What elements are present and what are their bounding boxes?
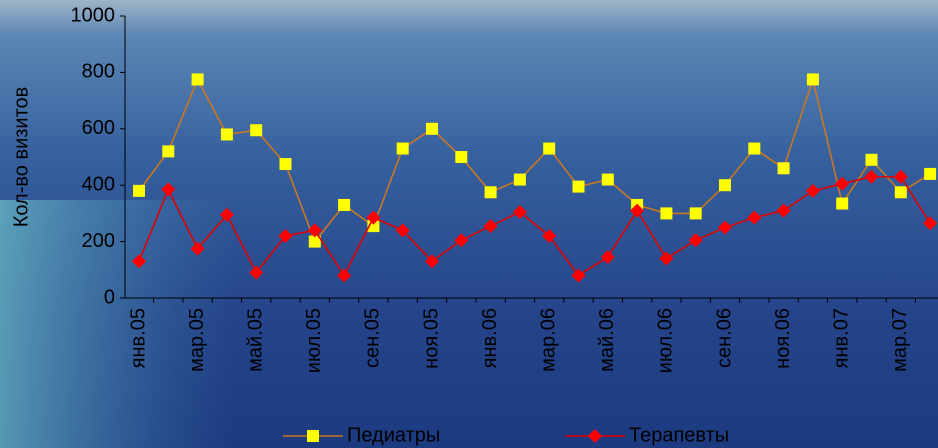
marker-square [162, 145, 175, 158]
marker-square [250, 124, 263, 137]
marker-diamond [483, 219, 498, 234]
marker-diamond [835, 176, 850, 191]
y-tick-label: 600 [82, 117, 115, 139]
marker-square [426, 122, 438, 135]
x-tick-label: ноя.05 [420, 308, 442, 369]
marker-diamond [864, 169, 879, 184]
marker-square [308, 235, 321, 248]
x-tick-label: май.06 [596, 308, 618, 372]
marker-diamond [249, 265, 264, 280]
marker-square [543, 142, 556, 155]
x-tick-label: янв.05 [127, 308, 149, 368]
y-tick-label: 800 [82, 61, 115, 83]
x-tick-label: сен.06 [713, 308, 735, 368]
marker-diamond [132, 254, 146, 269]
marker-square [396, 142, 409, 155]
x-tick-label: июл.05 [303, 308, 325, 373]
marker-diamond [278, 228, 293, 243]
marker-diamond [161, 182, 176, 197]
x-tick-label: мар.05 [186, 308, 208, 372]
marker-square [191, 73, 204, 86]
marker-square [924, 167, 937, 180]
marker-diamond [805, 183, 820, 198]
marker-square [689, 207, 702, 220]
x-tick-label: янв.06 [479, 308, 501, 368]
marker-square [777, 162, 790, 175]
marker-square [894, 186, 907, 199]
marker-square [865, 153, 878, 166]
marker-diamond [747, 210, 762, 225]
marker-square [836, 197, 849, 210]
x-tick-label: ноя.06 [772, 308, 794, 369]
marker-diamond [630, 203, 645, 218]
y-tick-label: 400 [82, 173, 115, 195]
legend-marker [588, 429, 602, 443]
marker-square [220, 128, 233, 141]
marker-diamond [688, 233, 703, 248]
y-tick-label: 0 [104, 286, 115, 308]
marker-diamond [923, 216, 938, 231]
marker-square [484, 186, 497, 199]
x-tick-label: мар.06 [537, 308, 559, 372]
marker-square [660, 207, 673, 220]
marker-square [719, 179, 731, 192]
y-tick-label: 200 [82, 230, 115, 252]
series-line [138, 175, 931, 278]
marker-diamond [190, 241, 205, 256]
marker-square [338, 198, 351, 211]
marker-diamond [893, 169, 908, 184]
marker-square [601, 173, 614, 186]
marker-square [279, 158, 292, 171]
marker-diamond [219, 207, 234, 222]
legend-marker [307, 430, 319, 442]
x-tick-label: сен.05 [362, 308, 384, 368]
marker-diamond [659, 251, 674, 266]
marker-diamond [395, 223, 410, 238]
marker-diamond [600, 250, 615, 265]
legend-label: Педиатры [347, 424, 440, 446]
marker-diamond [337, 268, 352, 283]
series-line [138, 76, 931, 244]
marker-diamond [718, 220, 732, 235]
x-tick-label: мар.07 [889, 308, 911, 372]
y-axis-label: Кол-во визитов [10, 87, 32, 228]
marker-diamond [425, 254, 439, 269]
y-tick-label: 1000 [71, 4, 116, 26]
marker-diamond [776, 203, 791, 218]
x-tick-label: май.05 [244, 308, 266, 372]
background-shore [0, 200, 938, 448]
marker-diamond [571, 268, 586, 283]
marker-diamond [512, 204, 527, 219]
marker-diamond [454, 233, 469, 248]
marker-diamond [366, 210, 381, 225]
marker-diamond [307, 223, 322, 238]
x-tick-label: июл.06 [655, 308, 677, 373]
x-tick-label: янв.07 [830, 308, 852, 368]
marker-square [513, 173, 526, 186]
legend-label: Терапевты [629, 424, 729, 446]
marker-diamond [542, 228, 557, 243]
marker-square [806, 73, 819, 86]
marker-square [455, 151, 468, 163]
marker-square [748, 142, 761, 155]
marker-square [133, 184, 145, 197]
marker-square [572, 180, 585, 193]
